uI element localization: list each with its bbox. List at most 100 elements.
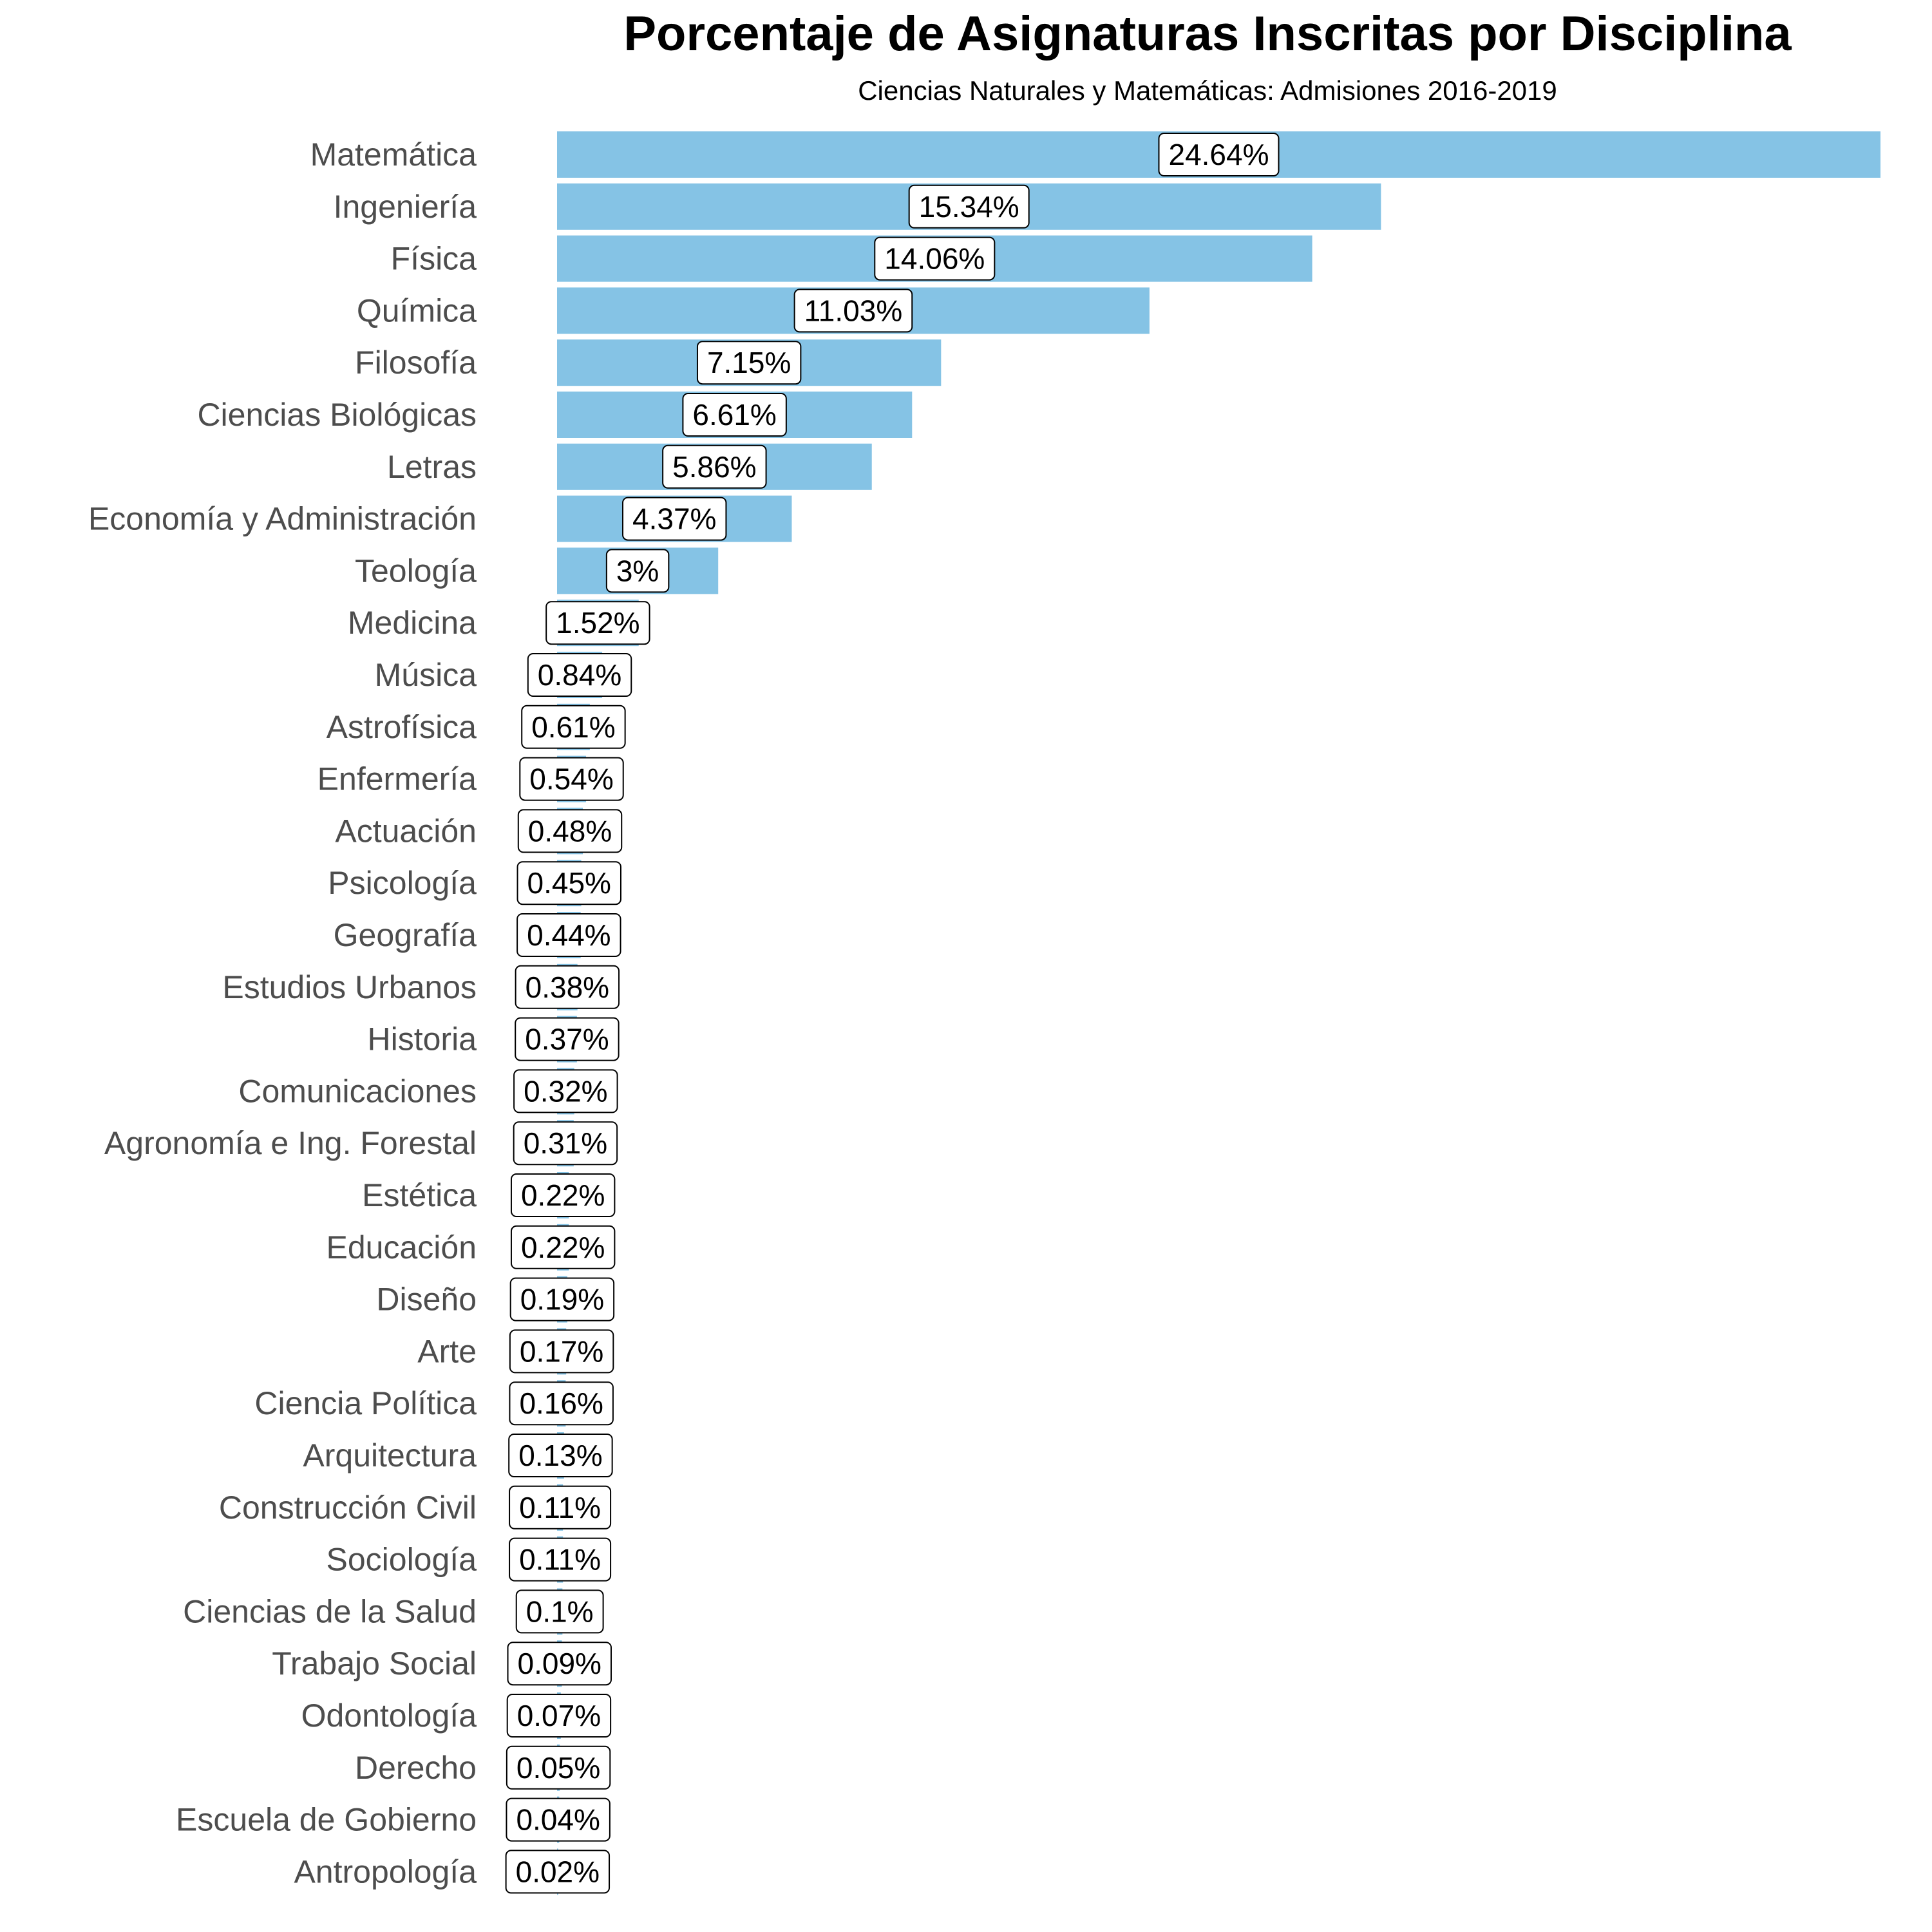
category-label-teologia: Teología (355, 553, 477, 589)
data-label-educacion: 0.22% (510, 1225, 616, 1269)
data-label-text: 0.02% (516, 1855, 600, 1888)
data-label-text: 6.61% (692, 398, 776, 431)
category-label-escuela-de-gobierno: Escuela de Gobierno (176, 1802, 477, 1838)
category-label-ingenieria: Ingeniería (334, 189, 477, 225)
category-label-diseno: Diseño (376, 1282, 477, 1318)
data-label-text: 0.48% (528, 814, 612, 848)
data-label-letras: 5.86% (662, 444, 767, 489)
data-label-ciencias-biologicas: 6.61% (682, 393, 787, 437)
category-label-economia-y-administracion: Economía y Administración (88, 501, 477, 537)
category-label-arquitectura: Arquitectura (303, 1437, 477, 1473)
category-label-geografia: Geografía (334, 917, 477, 953)
category-label-comunicaciones: Comunicaciones (238, 1073, 477, 1109)
data-label-geografia: 0.44% (516, 913, 621, 957)
data-label-box (515, 1017, 620, 1061)
category-labels-group: Matemática Ingeniería Física Química Filosof… (88, 137, 477, 1889)
data-label-arte: 0.17% (509, 1329, 614, 1374)
data-label-box (793, 289, 913, 333)
data-label-text: 0.84% (538, 658, 621, 692)
data-label-box (513, 1121, 618, 1166)
data-label-box (505, 1850, 611, 1894)
data-label-box (506, 1745, 611, 1790)
category-label-sociologia: Sociología (327, 1542, 477, 1578)
data-label-matematica: 24.64% (1158, 133, 1280, 176)
data-label-box (509, 1485, 612, 1530)
data-label-text: 0.05% (516, 1751, 600, 1785)
data-label-box (515, 1589, 604, 1634)
data-label-ingenieria: 15.34% (908, 184, 1030, 229)
data-label-text: 5.86% (672, 450, 756, 484)
category-label-astrofisica: Astrofísica (327, 709, 477, 745)
data-label-text: 4.37% (632, 502, 716, 536)
data-label-diseno: 0.19% (509, 1277, 615, 1321)
category-label-trabajo-social: Trabajo Social (272, 1645, 477, 1681)
data-label-text: 0.17% (520, 1334, 603, 1368)
category-label-construccion-civil: Construcción Civil (219, 1490, 477, 1526)
category-label-derecho: Derecho (355, 1750, 477, 1786)
data-label-text: 0.04% (516, 1803, 600, 1837)
data-label-estetica: 0.22% (510, 1173, 616, 1217)
data-label-economia-y-administracion: 4.37% (622, 497, 727, 541)
data-label-box (517, 809, 623, 853)
data-label-box (507, 1642, 612, 1686)
category-label-ciencia-politica: Ciencia Política (254, 1385, 477, 1421)
category-label-odontologia: Odontología (301, 1698, 477, 1734)
category-label-letras: Letras (387, 449, 477, 485)
data-label-psicologia: 0.45% (516, 861, 621, 905)
data-label-filosofia: 7.15% (696, 341, 802, 385)
data-label-text: 0.11% (519, 1491, 601, 1524)
category-label-historia: Historia (368, 1021, 477, 1057)
data-label-box (908, 184, 1030, 229)
data-label-fisica: 14.06% (874, 236, 996, 281)
data-label-odontologia: 0.07% (506, 1694, 612, 1738)
data-label-box (662, 444, 767, 489)
data-label-text: 0.07% (517, 1699, 601, 1732)
category-label-musica: Música (375, 657, 477, 693)
data-label-musica: 0.84% (527, 653, 632, 697)
data-label-text: 11.03% (804, 294, 903, 327)
category-label-antropologia: Antropología (294, 1853, 477, 1889)
data-label-estudios-urbanos: 0.38% (515, 965, 620, 1009)
data-label-construccion-civil: 0.11% (509, 1485, 612, 1530)
data-label-text: 14.06% (884, 242, 985, 276)
data-label-teologia: 3% (605, 549, 670, 593)
data-label-trabajo-social: 0.09% (507, 1642, 612, 1686)
data-labels-group: 24.64% 15.34% 14.06% 11.03% 7.15% 6.61% 5.86% 4… (505, 133, 1280, 1894)
category-label-matematica: Matemática (310, 137, 477, 173)
data-label-antropologia: 0.02% (505, 1850, 611, 1894)
data-label-text: 0.11% (519, 1543, 601, 1577)
data-label-text: 0.22% (521, 1179, 605, 1212)
data-label-text: 0.16% (519, 1387, 603, 1420)
data-label-box (1158, 133, 1280, 176)
data-label-box (519, 757, 624, 801)
data-label-text: 0.61% (531, 710, 615, 744)
data-label-box (506, 1694, 612, 1738)
category-label-fisica: Física (391, 241, 477, 277)
chart-title: Porcentaje de Asignaturas Inscritas por … (623, 6, 1792, 61)
data-label-astrofisica: 0.61% (521, 705, 626, 749)
data-label-quimica: 11.03% (793, 289, 913, 333)
data-label-escuela-de-gobierno: 0.04% (506, 1797, 611, 1842)
data-label-actuacion: 0.48% (517, 809, 623, 853)
data-label-text: 24.64% (1168, 138, 1269, 171)
data-label-box (527, 653, 632, 697)
data-label-text: 0.22% (521, 1231, 605, 1264)
category-label-arte: Arte (417, 1333, 477, 1369)
data-label-box (696, 341, 802, 385)
data-label-text: 0.13% (518, 1439, 602, 1472)
data-label-comunicaciones: 0.32% (513, 1069, 618, 1113)
data-label-box (521, 705, 626, 749)
category-label-estudios-urbanos: Estudios Urbanos (222, 969, 477, 1005)
data-label-agronomia-e-ing-forestal: 0.31% (513, 1121, 618, 1166)
data-label-text: 15.34% (919, 190, 1019, 223)
data-label-box (509, 1381, 614, 1426)
category-label-agronomia-e-ing-forestal: Agronomía e Ing. Forestal (104, 1125, 477, 1161)
category-label-filosofia: Filosofía (355, 345, 477, 381)
data-label-enfermeria: 0.54% (519, 757, 624, 801)
data-label-box (509, 1329, 614, 1374)
category-label-estetica: Estética (362, 1177, 477, 1213)
data-label-text: 0.32% (524, 1074, 607, 1108)
data-label-box (509, 1277, 615, 1321)
category-label-enfermeria: Enfermería (317, 761, 477, 797)
data-label-box (510, 1225, 616, 1269)
